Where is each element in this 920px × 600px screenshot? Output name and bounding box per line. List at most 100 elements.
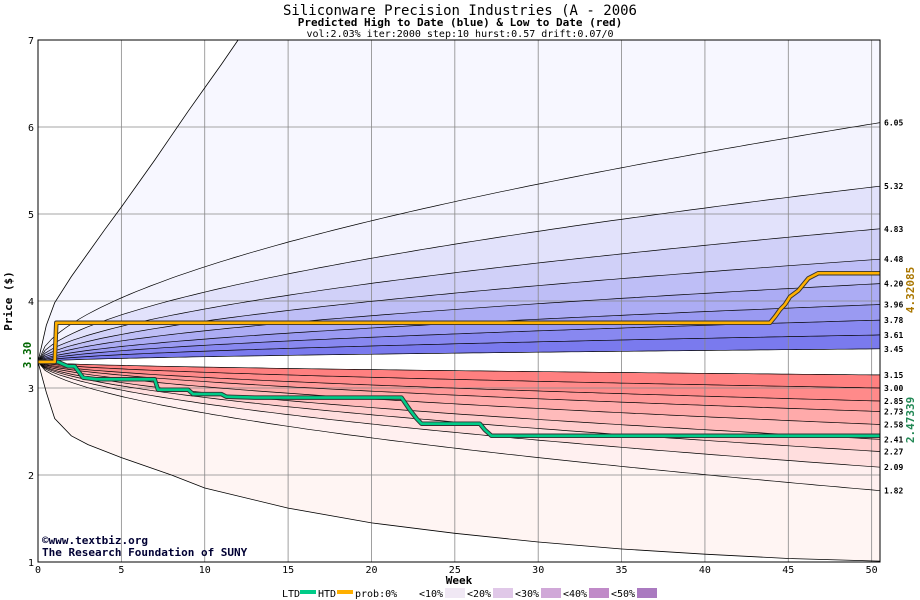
chart-params: vol:2.03% iter:2000 step:10 hurst:0.57 d… (306, 29, 613, 40)
x-axis-label: Week (446, 574, 473, 587)
chart-subtitle: Predicted High to Date (blue) & Low to D… (298, 16, 623, 29)
legend-swatch-10 (445, 588, 465, 598)
right-label-15: 2.27 (884, 448, 903, 457)
x-tick-35: 35 (616, 565, 628, 576)
band-upper-5 (38, 304, 880, 362)
legend-ltd-label: LTD (282, 589, 300, 600)
right-labels: 6.05 5.32 4.83 4.48 4.20 3.96 3.78 3.61 3.45 3.15… (884, 119, 903, 496)
x-tick-20: 20 (365, 565, 377, 576)
right-label-6: 3.78 (884, 316, 903, 325)
quantile-bands (38, 40, 880, 562)
band-lower-7 (38, 361, 880, 491)
quantile-line-10 (37, 361, 881, 389)
right-label-13: 2.58 (884, 421, 903, 430)
band-lower-5 (38, 361, 880, 452)
band-upper-7 (38, 334, 880, 362)
x-ticks: 0 5 10 15 20 25 30 35 40 45 50 (35, 565, 878, 576)
band-lower-2 (38, 361, 880, 412)
x-tick-40: 40 (699, 565, 711, 576)
quantile-line-11 (37, 361, 881, 402)
right-label-1: 5.32 (884, 182, 903, 191)
legend-htd-swatch (337, 590, 353, 594)
legend-b40-label: <40% (563, 589, 587, 600)
credit-url: ©www.textbiz.org (42, 534, 148, 547)
legend-swatch-40 (589, 588, 609, 598)
legend-b20-label: <20% (467, 589, 491, 600)
legend: LTD HTD prob:0% <10% <20% <30% <40% <50% (282, 588, 657, 600)
quantile-line-7 (37, 334, 881, 363)
band-middle (38, 348, 880, 375)
y-tick-1: 1 (28, 558, 34, 569)
legend-ltd-swatch (300, 590, 316, 594)
quantile-line-1 (37, 185, 881, 363)
right-label-0: 6.05 (884, 119, 903, 128)
legend-swatch-20 (493, 588, 513, 598)
right-label-10: 3.00 (884, 384, 903, 393)
right-label-4: 4.20 (884, 280, 903, 289)
quantile-line-12 (37, 361, 881, 412)
y-tick-5: 5 (28, 210, 34, 221)
x-tick-15: 15 (282, 565, 294, 576)
legend-b10-label: <10% (419, 589, 443, 600)
band-lower-0 (38, 361, 880, 388)
quantile-line-0 (37, 122, 881, 363)
outer-envelope (37, 39, 881, 562)
band-lower-6 (38, 361, 880, 468)
legend-swatch-30 (541, 588, 561, 598)
band-upper-0 (38, 122, 880, 362)
band-upper-6 (38, 320, 880, 362)
x-tick-30: 30 (532, 565, 544, 576)
y-axis-label: Price ($) (2, 271, 15, 331)
band-upper-3 (38, 259, 880, 362)
legend-swatch-50 (637, 588, 657, 598)
y-tick-7: 7 (28, 36, 34, 47)
right-label-2: 4.83 (884, 225, 903, 234)
x-tick-45: 45 (782, 565, 794, 576)
legend-swatch-0 (397, 588, 417, 598)
legend-prob-label: prob:0% (355, 589, 397, 600)
legend-htd-label: HTD (318, 589, 336, 600)
chart-title: Siliconware Precision Industries (A - 20… (283, 3, 637, 19)
right-label-12: 2.73 (884, 407, 903, 416)
credit-org: The Research Foundation of SUNY (42, 546, 248, 559)
legend-b30-label: <30% (515, 589, 539, 600)
band-lower-outer (38, 361, 880, 562)
band-lower-4 (38, 361, 880, 440)
band-lower-3 (38, 361, 880, 425)
quantile-line-4 (37, 283, 881, 363)
right-label-11: 2.85 (884, 397, 903, 406)
y-ticks: 1 2 3 4 5 6 7 (28, 36, 34, 569)
quantile-line-13 (37, 361, 881, 425)
envelope-lower (37, 361, 881, 562)
band-lower-1 (38, 361, 880, 401)
right-label-3: 4.48 (884, 255, 903, 264)
y-tick-4: 4 (28, 297, 34, 308)
envelope-upper (37, 39, 239, 362)
x-tick-25: 25 (449, 565, 461, 576)
quantile-line-8 (37, 348, 881, 363)
ltd-series-line (38, 360, 880, 438)
right-label-14: 2.41 (884, 435, 903, 444)
right-label-8: 3.45 (884, 345, 903, 354)
quantile-line-9 (37, 361, 880, 376)
y-tick-6: 6 (28, 123, 34, 134)
quantile-line-17 (37, 361, 881, 492)
ltd-final-label: 2.47339 (904, 397, 917, 443)
legend-b50-label: <50% (611, 589, 635, 600)
x-tick-5: 5 (118, 565, 124, 576)
start-price-label: 3.30 (21, 342, 34, 369)
band-upper-1 (38, 186, 880, 362)
htd-final-label: 4.32085 (904, 267, 917, 313)
x-tick-0: 0 (35, 565, 41, 576)
x-tick-50: 50 (866, 565, 878, 576)
y-tick-3: 3 (28, 384, 34, 395)
right-label-5: 3.96 (884, 300, 903, 309)
right-label-9: 3.15 (884, 371, 903, 380)
right-label-7: 3.61 (884, 331, 903, 340)
right-label-17: 1.82 (884, 487, 903, 496)
x-tick-10: 10 (199, 565, 211, 576)
quantile-line-16 (37, 361, 881, 468)
y-tick-2: 2 (28, 471, 34, 482)
right-label-16: 2.09 (884, 463, 903, 472)
